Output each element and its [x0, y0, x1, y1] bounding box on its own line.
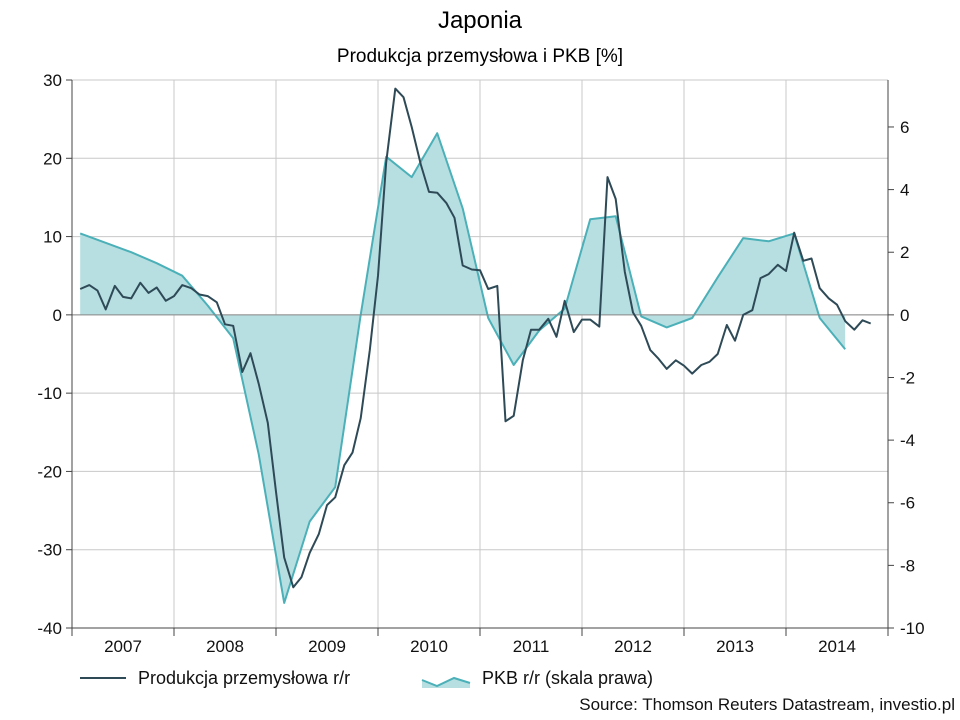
x-tick-label: 2007: [104, 637, 142, 656]
left-tick-label: 0: [53, 306, 62, 325]
right-tick-label: 4: [900, 181, 909, 200]
right-tick-label: -8: [900, 556, 915, 575]
x-tick-label: 2014: [818, 637, 856, 656]
left-tick-label: 30: [43, 71, 62, 90]
x-tick-label: 2012: [614, 637, 652, 656]
left-tick-label: 10: [43, 228, 62, 247]
gdp-line: [79, 132, 846, 604]
x-tick-label: 2010: [410, 637, 448, 656]
left-tick-label: -30: [37, 541, 62, 560]
x-tick-label: 2008: [206, 637, 244, 656]
right-tick-label: 0: [900, 306, 909, 325]
gdp-area: [80, 133, 846, 603]
x-tick-label: 2013: [716, 637, 754, 656]
left-tick-label: -20: [37, 462, 62, 481]
right-tick-label: -2: [900, 368, 915, 387]
legend: Produkcja przemysłowa r/r PKB r/r (skala…: [80, 668, 653, 688]
left-tick-label: -40: [37, 619, 62, 638]
production-line: [79, 87, 872, 589]
x-tick-label: 2011: [513, 637, 550, 656]
chart-title: Japonia: [438, 7, 523, 34]
right-tick-label: -10: [900, 619, 925, 638]
right-tick-label: 6: [900, 118, 909, 137]
legend-label-production: Produkcja przemysłowa r/r: [138, 668, 350, 688]
x-tick-label: 2009: [308, 637, 346, 656]
legend-label-gdp: PKB r/r (skala prawa): [482, 668, 653, 688]
source-note: Source: Thomson Reuters Datastream, inve…: [579, 695, 955, 714]
legend-swatch-gdp-line: [421, 676, 471, 688]
right-tick-label: 2: [900, 243, 909, 262]
right-tick-label: -4: [900, 431, 915, 450]
left-tick-label: 20: [43, 149, 62, 168]
chart-subtitle: Produkcja przemysłowa i PKB [%]: [337, 46, 623, 67]
left-tick-label: -10: [37, 384, 62, 403]
right-tick-label: -6: [900, 494, 915, 513]
